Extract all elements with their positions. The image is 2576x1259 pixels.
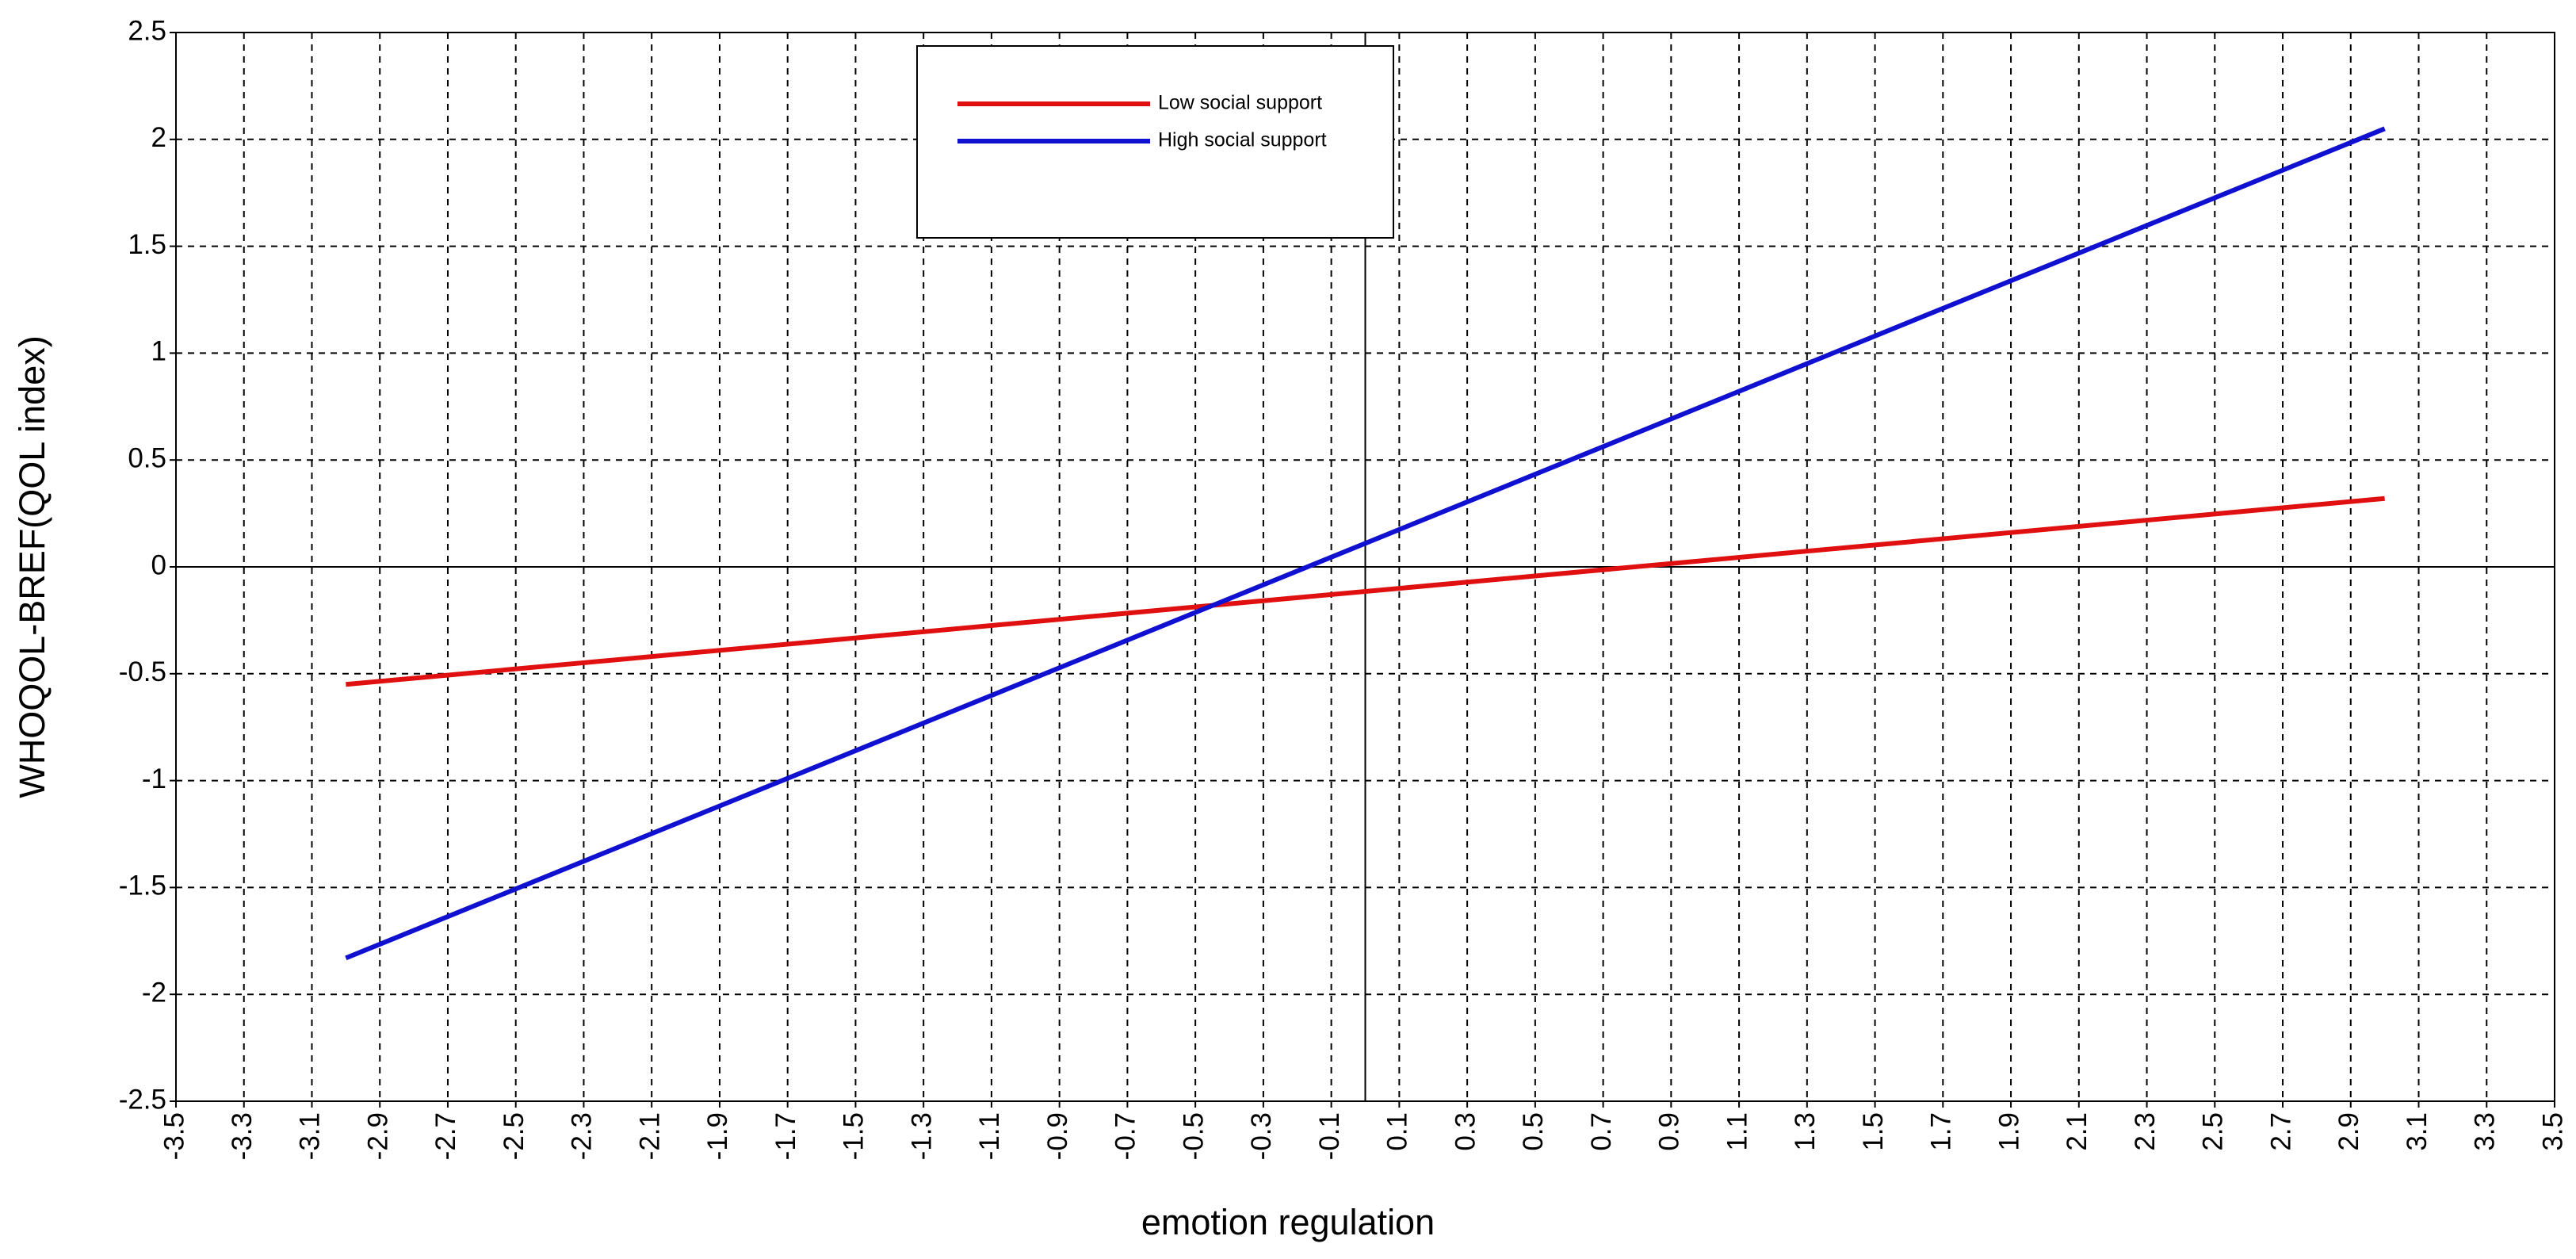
- x-tick-label: -0.5: [1178, 1112, 1209, 1160]
- x-tick-label: -2.7: [430, 1112, 461, 1160]
- y-tick-label: -0.5: [119, 656, 166, 687]
- y-tick-label: -2.5: [119, 1084, 166, 1115]
- x-tick-label: -0.1: [1314, 1112, 1345, 1160]
- x-tick-label: 0.1: [1382, 1112, 1413, 1151]
- x-tick-label: -0.7: [1110, 1112, 1141, 1160]
- x-axis-title: emotion regulation: [1141, 1202, 1435, 1242]
- x-tick-label: -2.5: [499, 1112, 529, 1160]
- x-tick-label: -2.9: [362, 1112, 393, 1160]
- x-tick-label: 1.3: [1790, 1112, 1821, 1151]
- x-tick-label: -0.9: [1042, 1112, 1073, 1160]
- x-tick-label: -3.3: [227, 1112, 258, 1160]
- x-tick-label: 2.9: [2333, 1112, 2364, 1151]
- x-tick-label: -2.1: [634, 1112, 665, 1160]
- y-tick-label: 1: [151, 336, 166, 367]
- x-tick-label: -1.1: [974, 1112, 1005, 1160]
- y-tick-label: -1: [142, 763, 166, 794]
- x-tick-label: 0.5: [1518, 1112, 1549, 1151]
- y-tick-label: 0: [151, 549, 166, 580]
- x-tick-label: 2.1: [2062, 1112, 2093, 1151]
- legend-label: High social support: [1158, 129, 1327, 151]
- x-tick-label: 3.5: [2537, 1112, 2568, 1151]
- x-tick-label: 1.9: [1993, 1112, 2024, 1151]
- x-tick-label: -3.1: [295, 1112, 326, 1160]
- x-tick-label: 2.7: [2265, 1112, 2296, 1151]
- x-tick-label: -1.5: [839, 1112, 869, 1160]
- x-tick-label: 1.5: [1858, 1112, 1889, 1151]
- x-tick-label: -0.3: [1246, 1112, 1277, 1160]
- x-tick-label: 1.7: [1926, 1112, 1957, 1151]
- series-line: [345, 126, 2386, 961]
- x-tick-label: 3.3: [2470, 1112, 2501, 1151]
- x-tick-label: 0.9: [1654, 1112, 1685, 1151]
- x-tick-label: 2.5: [2198, 1112, 2229, 1151]
- y-tick-label: 2: [151, 122, 166, 153]
- x-tick-label: 0.7: [1586, 1112, 1617, 1151]
- x-tick-label: 2.3: [2130, 1112, 2161, 1151]
- legend-label: Low social support: [1158, 92, 1322, 114]
- y-tick-label: 0.5: [128, 442, 166, 473]
- series-line: [346, 496, 2385, 687]
- x-tick-label: -2.3: [567, 1112, 598, 1160]
- x-tick-label: -1.3: [906, 1112, 937, 1160]
- y-tick-label: -1.5: [119, 871, 166, 901]
- x-tick-label: 3.1: [2402, 1112, 2433, 1151]
- x-tick-label: -1.7: [770, 1112, 801, 1160]
- x-tick-label: -3.5: [159, 1112, 189, 1160]
- x-tick-label: 0.3: [1450, 1112, 1481, 1151]
- y-tick-label: -2: [142, 977, 166, 1008]
- x-tick-label: 1.1: [1722, 1112, 1752, 1151]
- y-tick-label: 2.5: [128, 15, 166, 46]
- y-tick-label: 1.5: [128, 229, 166, 260]
- y-axis-title: WHOQOL-BREF(QOL index): [12, 335, 52, 798]
- x-tick-label: -1.9: [702, 1112, 733, 1160]
